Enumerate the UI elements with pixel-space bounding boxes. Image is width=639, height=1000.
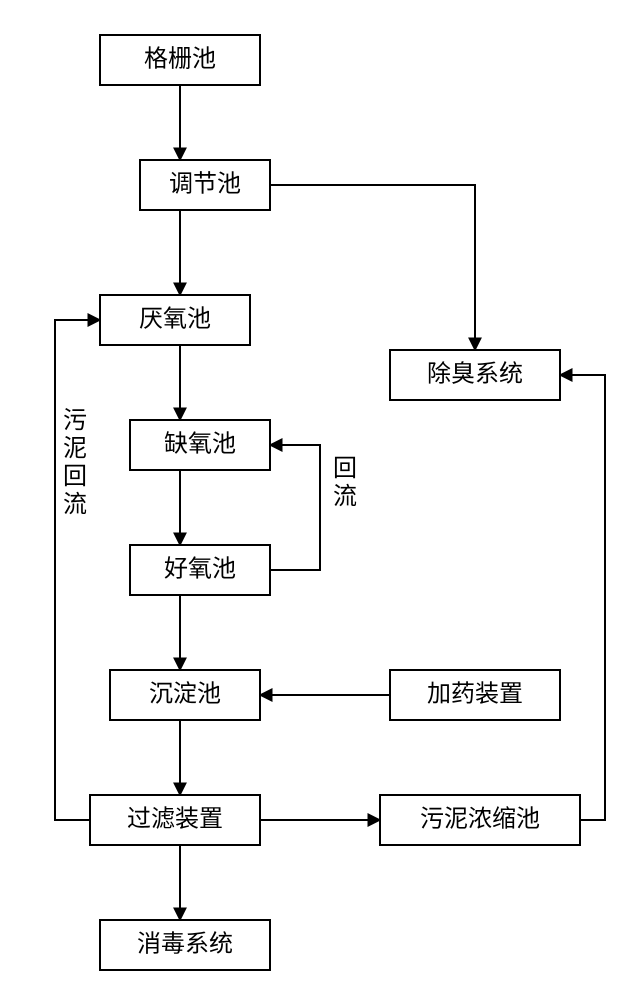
node-label-deodor: 除臭系统 xyxy=(427,361,523,388)
node-label-anoxic: 缺氧池 xyxy=(164,431,236,458)
node-disinfect: 消毒系统 xyxy=(100,920,270,970)
node-label-sludge: 污泥浓缩池 xyxy=(420,806,540,833)
annotation-reflux: 回流 xyxy=(333,456,357,510)
node-anaerobic: 厌氧池 xyxy=(100,295,250,345)
node-label-aerobic: 好氧池 xyxy=(164,556,236,583)
node-deodor: 除臭系统 xyxy=(390,350,560,400)
annotation-text-sludge_return: 污泥回流 xyxy=(63,407,87,518)
edge-e8 xyxy=(270,185,475,350)
edge-e9 xyxy=(270,445,320,570)
node-label-disinfect: 消毒系统 xyxy=(137,931,233,958)
node-label-dosing: 加药装置 xyxy=(427,681,523,708)
node-label-anaerobic: 厌氧池 xyxy=(139,306,211,333)
node-label-adjust: 调节池 xyxy=(169,171,241,198)
node-grille: 格栅池 xyxy=(100,35,260,85)
node-label-settle: 沉淀池 xyxy=(149,681,221,708)
node-sludge: 污泥浓缩池 xyxy=(380,795,580,845)
edge-e13 xyxy=(55,320,100,820)
node-adjust: 调节池 xyxy=(140,160,270,210)
node-label-grille: 格栅池 xyxy=(144,46,216,73)
node-label-filter: 过滤装置 xyxy=(127,806,223,833)
edge-e12 xyxy=(560,375,605,820)
node-settle: 沉淀池 xyxy=(110,670,260,720)
annotation-sludge_return: 污泥回流 xyxy=(63,407,87,518)
node-dosing: 加药装置 xyxy=(390,670,560,720)
node-anoxic: 缺氧池 xyxy=(130,420,270,470)
node-aerobic: 好氧池 xyxy=(130,545,270,595)
annotation-text-reflux: 回流 xyxy=(333,456,357,510)
node-filter: 过滤装置 xyxy=(90,795,260,845)
